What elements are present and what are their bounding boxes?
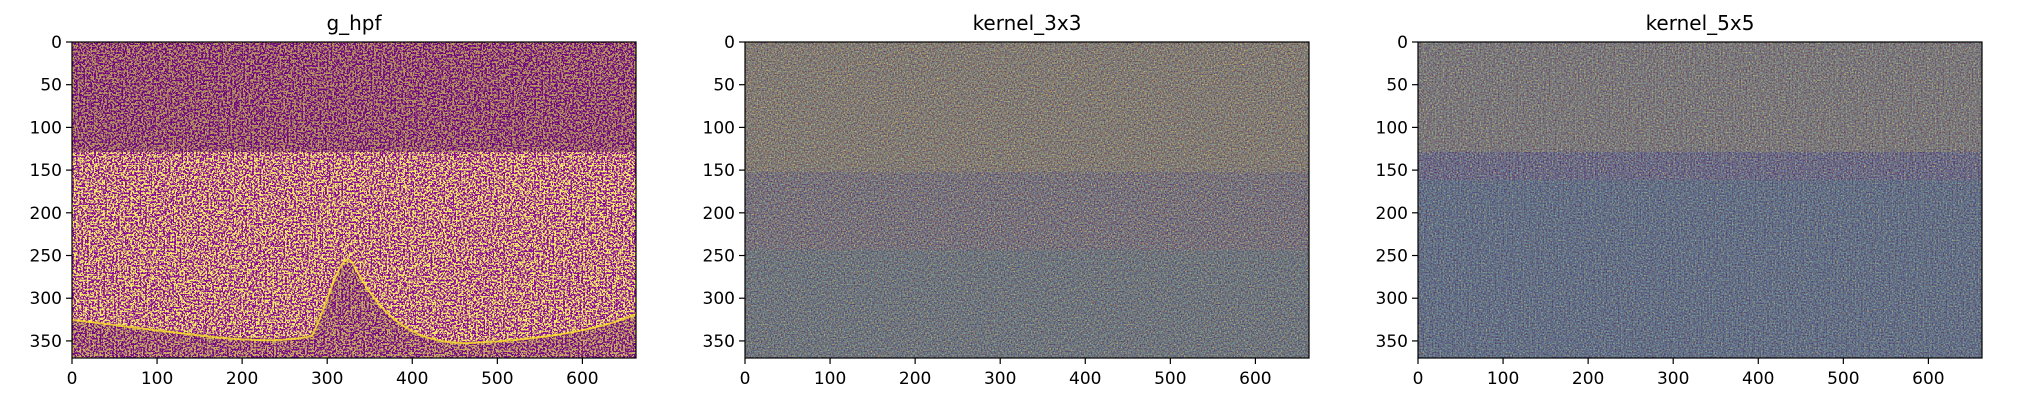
y-tick-label: 150 bbox=[30, 161, 62, 181]
y-axis: 0 50 100 150 200 250 300 350 bbox=[30, 33, 72, 352]
x-tick-label: 300 bbox=[1657, 369, 1689, 389]
y-tick-label: 0 bbox=[724, 33, 735, 53]
x-tick-label: 400 bbox=[1069, 369, 1101, 389]
panel-kernel-5x5: kernel_5x5 0 100 200 300 400 500 600 0 50 100 150… bbox=[1376, 11, 1983, 389]
x-tick-label: 400 bbox=[1742, 369, 1774, 389]
x-tick-label: 600 bbox=[1912, 369, 1944, 389]
x-tick-label: 500 bbox=[1154, 369, 1186, 389]
y-tick-label: 200 bbox=[30, 204, 62, 224]
x-axis: 0 100 200 300 400 500 600 bbox=[67, 358, 599, 389]
y-tick-label: 300 bbox=[1376, 289, 1408, 309]
y-tick-label: 200 bbox=[703, 204, 735, 224]
x-tick-label: 500 bbox=[1827, 369, 1859, 389]
x-tick-label: 0 bbox=[740, 369, 751, 389]
heatmap-image bbox=[1418, 42, 1982, 358]
x-tick-label: 600 bbox=[566, 369, 598, 389]
x-tick-label: 300 bbox=[984, 369, 1016, 389]
y-tick-label: 350 bbox=[703, 332, 735, 352]
y-tick-label: 150 bbox=[703, 161, 735, 181]
heatmap-image bbox=[72, 42, 636, 358]
y-tick-label: 300 bbox=[30, 289, 62, 309]
y-tick-label: 300 bbox=[703, 289, 735, 309]
x-axis: 0 100 200 300 400 500 600 bbox=[1413, 358, 1945, 389]
panel-kernel-3x3: kernel_3x3 0 100 200 300 400 500 600 0 50 100 150… bbox=[703, 11, 1310, 389]
x-tick-label: 400 bbox=[396, 369, 428, 389]
y-tick-label: 250 bbox=[703, 247, 735, 267]
x-tick-label: 100 bbox=[1487, 369, 1519, 389]
y-tick-label: 0 bbox=[51, 33, 62, 53]
plot-frame bbox=[1417, 41, 1983, 359]
y-tick-label: 250 bbox=[30, 247, 62, 267]
y-tick-label: 350 bbox=[30, 332, 62, 352]
panel-title: kernel_5x5 bbox=[1646, 11, 1755, 35]
heatmap-image bbox=[745, 42, 1309, 358]
y-axis: 0 50 100 150 200 250 300 350 bbox=[1376, 33, 1418, 352]
y-tick-label: 50 bbox=[713, 76, 735, 96]
x-tick-label: 200 bbox=[899, 369, 931, 389]
y-tick-label: 150 bbox=[1376, 161, 1408, 181]
x-tick-label: 0 bbox=[1413, 369, 1424, 389]
y-tick-label: 50 bbox=[1386, 76, 1408, 96]
y-tick-label: 50 bbox=[40, 76, 62, 96]
panel-g-hpf: g_hpf 0 100 200 300 400 500 600 0 50 100 150 200 25… bbox=[30, 11, 637, 389]
y-tick-label: 250 bbox=[1376, 247, 1408, 267]
x-tick-label: 300 bbox=[311, 369, 343, 389]
y-tick-label: 100 bbox=[30, 118, 62, 138]
y-tick-label: 350 bbox=[1376, 332, 1408, 352]
y-tick-label: 100 bbox=[1376, 118, 1408, 138]
panel-title: kernel_3x3 bbox=[973, 11, 1082, 35]
y-tick-label: 0 bbox=[1397, 33, 1408, 53]
x-tick-label: 200 bbox=[1572, 369, 1604, 389]
y-tick-label: 200 bbox=[1376, 204, 1408, 224]
plot-frame bbox=[71, 41, 637, 359]
x-tick-label: 500 bbox=[481, 369, 513, 389]
x-tick-label: 0 bbox=[67, 369, 78, 389]
x-tick-label: 100 bbox=[141, 369, 173, 389]
panel-title: g_hpf bbox=[326, 11, 382, 35]
x-tick-label: 600 bbox=[1239, 369, 1271, 389]
plot-frame bbox=[744, 41, 1310, 359]
x-tick-label: 100 bbox=[814, 369, 846, 389]
y-tick-label: 100 bbox=[703, 118, 735, 138]
x-axis: 0 100 200 300 400 500 600 bbox=[740, 358, 1272, 389]
y-axis: 0 50 100 150 200 250 300 350 bbox=[703, 33, 745, 352]
x-tick-label: 200 bbox=[226, 369, 258, 389]
